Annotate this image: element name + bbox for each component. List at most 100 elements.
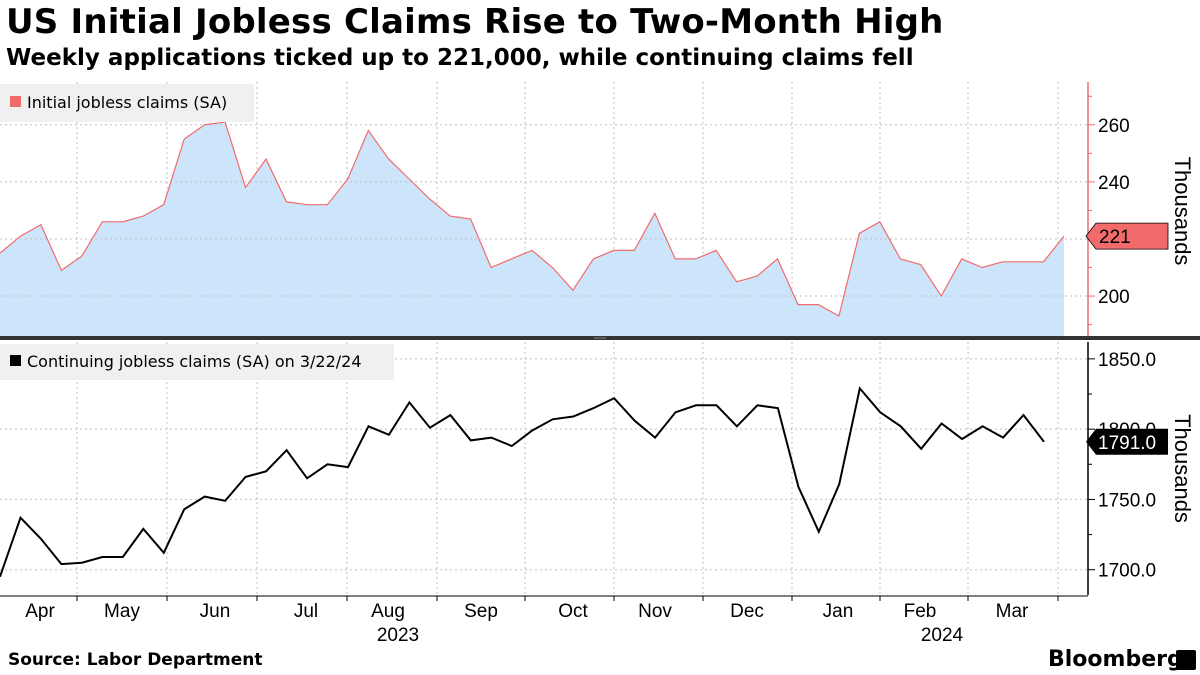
continuing-claims-point [510,445,513,448]
initial-claims-point [80,255,83,258]
continuing-claims-point [244,475,247,478]
initial-claims-point [694,257,697,260]
initial-claims-point [203,123,206,126]
continuing-claims-point [469,439,472,442]
initial-claims-point [367,129,370,132]
initial-claims-point [776,257,779,260]
initial-claims-point [39,223,42,226]
source-note: Source: Labor Department [8,650,263,670]
chart-title: US Initial Jobless Claims Rise to Two-Mo… [6,2,944,42]
initial-claims-point [715,249,718,252]
initial-claims-point [265,158,268,161]
initial-claims-point [981,266,984,269]
initial-claims-point [449,215,452,218]
continuing-claims-point [735,425,738,428]
initial-claims-point [592,257,595,260]
x-month-label: May [104,601,140,622]
bottom-legend-box [0,344,394,380]
continuing-claims-point [285,449,288,452]
continuing-claims-point [592,407,595,410]
continuing-claims-point [367,425,370,428]
continuing-claims-point [551,418,554,421]
continuing-claims-point [224,499,227,502]
x-month-label: Feb [904,601,937,622]
initial-claims-point [60,269,63,272]
continuing-claims-point [817,530,820,533]
initial-claims-point [899,257,902,260]
initial-claims-point [940,295,943,298]
chart-subtitle: Weekly applications ticked up to 221,000… [6,45,914,71]
top-legend-label: Initial jobless claims (SA) [27,93,227,112]
x-month-label: Nov [638,601,672,622]
continuing-claims-point [797,485,800,488]
initial-claims-point [551,266,554,269]
initial-claims-point [346,178,349,181]
initial-claims-point [797,303,800,306]
initial-claims-point [1022,260,1025,263]
initial-claims-point [142,215,145,218]
initial-claims-point [408,178,411,181]
initial-claims-point [612,249,615,252]
initial-claims-point [183,138,186,141]
continuing-claims-point [756,404,759,407]
x-month-label: Jan [823,601,854,622]
continuing-claims-point [613,397,616,400]
continuing-claims-point [879,411,882,414]
bloomberg-terminal-icon [1176,650,1196,670]
initial-claims-point [490,266,493,269]
continuing-last-value-badge [1086,428,1168,455]
initial-claims-point [285,200,288,203]
x-month-label: Dec [730,601,764,622]
initial-claims-point [326,203,329,206]
continuing-claims-point [1022,414,1025,417]
initial-claims-point [756,275,759,278]
initial-claims-point [878,220,881,223]
continuing-claims-point [80,561,83,564]
continuing-claims-point [101,556,104,559]
continuing-claims-point [838,483,841,486]
continuing-claims-point [490,436,493,439]
continuing-claims-point [19,516,22,519]
continuing-claims-point [776,407,779,410]
continuing-claims-point [326,463,329,466]
continuing-claims-point [858,387,861,390]
x-year-label: 2023 [377,625,419,646]
initial-claims-point [244,186,247,189]
continuing-claims-point [715,404,718,407]
continuing-claims-point [961,438,964,441]
initial-claims-point [633,249,636,252]
continuing-claims-point [695,404,698,407]
continuing-claims-point [940,422,943,425]
continuing-claims-point [428,426,431,429]
initial-claims-point [162,203,165,206]
continuing-claims-point [203,495,206,498]
initial-last-value-label: 221 [1099,227,1131,248]
continuing-claims-point [1002,436,1005,439]
initial-claims-point [19,235,22,238]
x-year-label: 2024 [921,625,964,646]
top-y-tick-label: 200 [1098,287,1130,308]
bottom-legend-swatch [10,355,21,366]
x-month-label: Sep [464,601,498,622]
initial-claims-point [101,220,104,223]
x-month-label: Jun [200,601,231,622]
initial-claims-point [387,158,390,161]
initial-claims-point [817,303,820,306]
initial-claims-point [121,220,124,223]
continuing-claims-point [633,419,636,422]
initial-claims-point [735,280,738,283]
continuing-claims-point [60,563,63,566]
initial-claims-area [0,122,1064,336]
top-y-tick-label: 260 [1098,116,1130,137]
initial-claims-point [653,212,656,215]
continuing-claims-point [899,425,902,428]
continuing-claims-point [387,433,390,436]
initial-claims-point [428,198,431,201]
continuing-claims-point [572,415,575,418]
initial-claims-point [571,289,574,292]
bottom-y-tick-label: 1850.0 [1098,350,1156,371]
initial-claims-point [510,257,513,260]
initial-claims-line [0,121,1065,317]
bottom-y-tick-label: 1700.0 [1098,561,1156,582]
